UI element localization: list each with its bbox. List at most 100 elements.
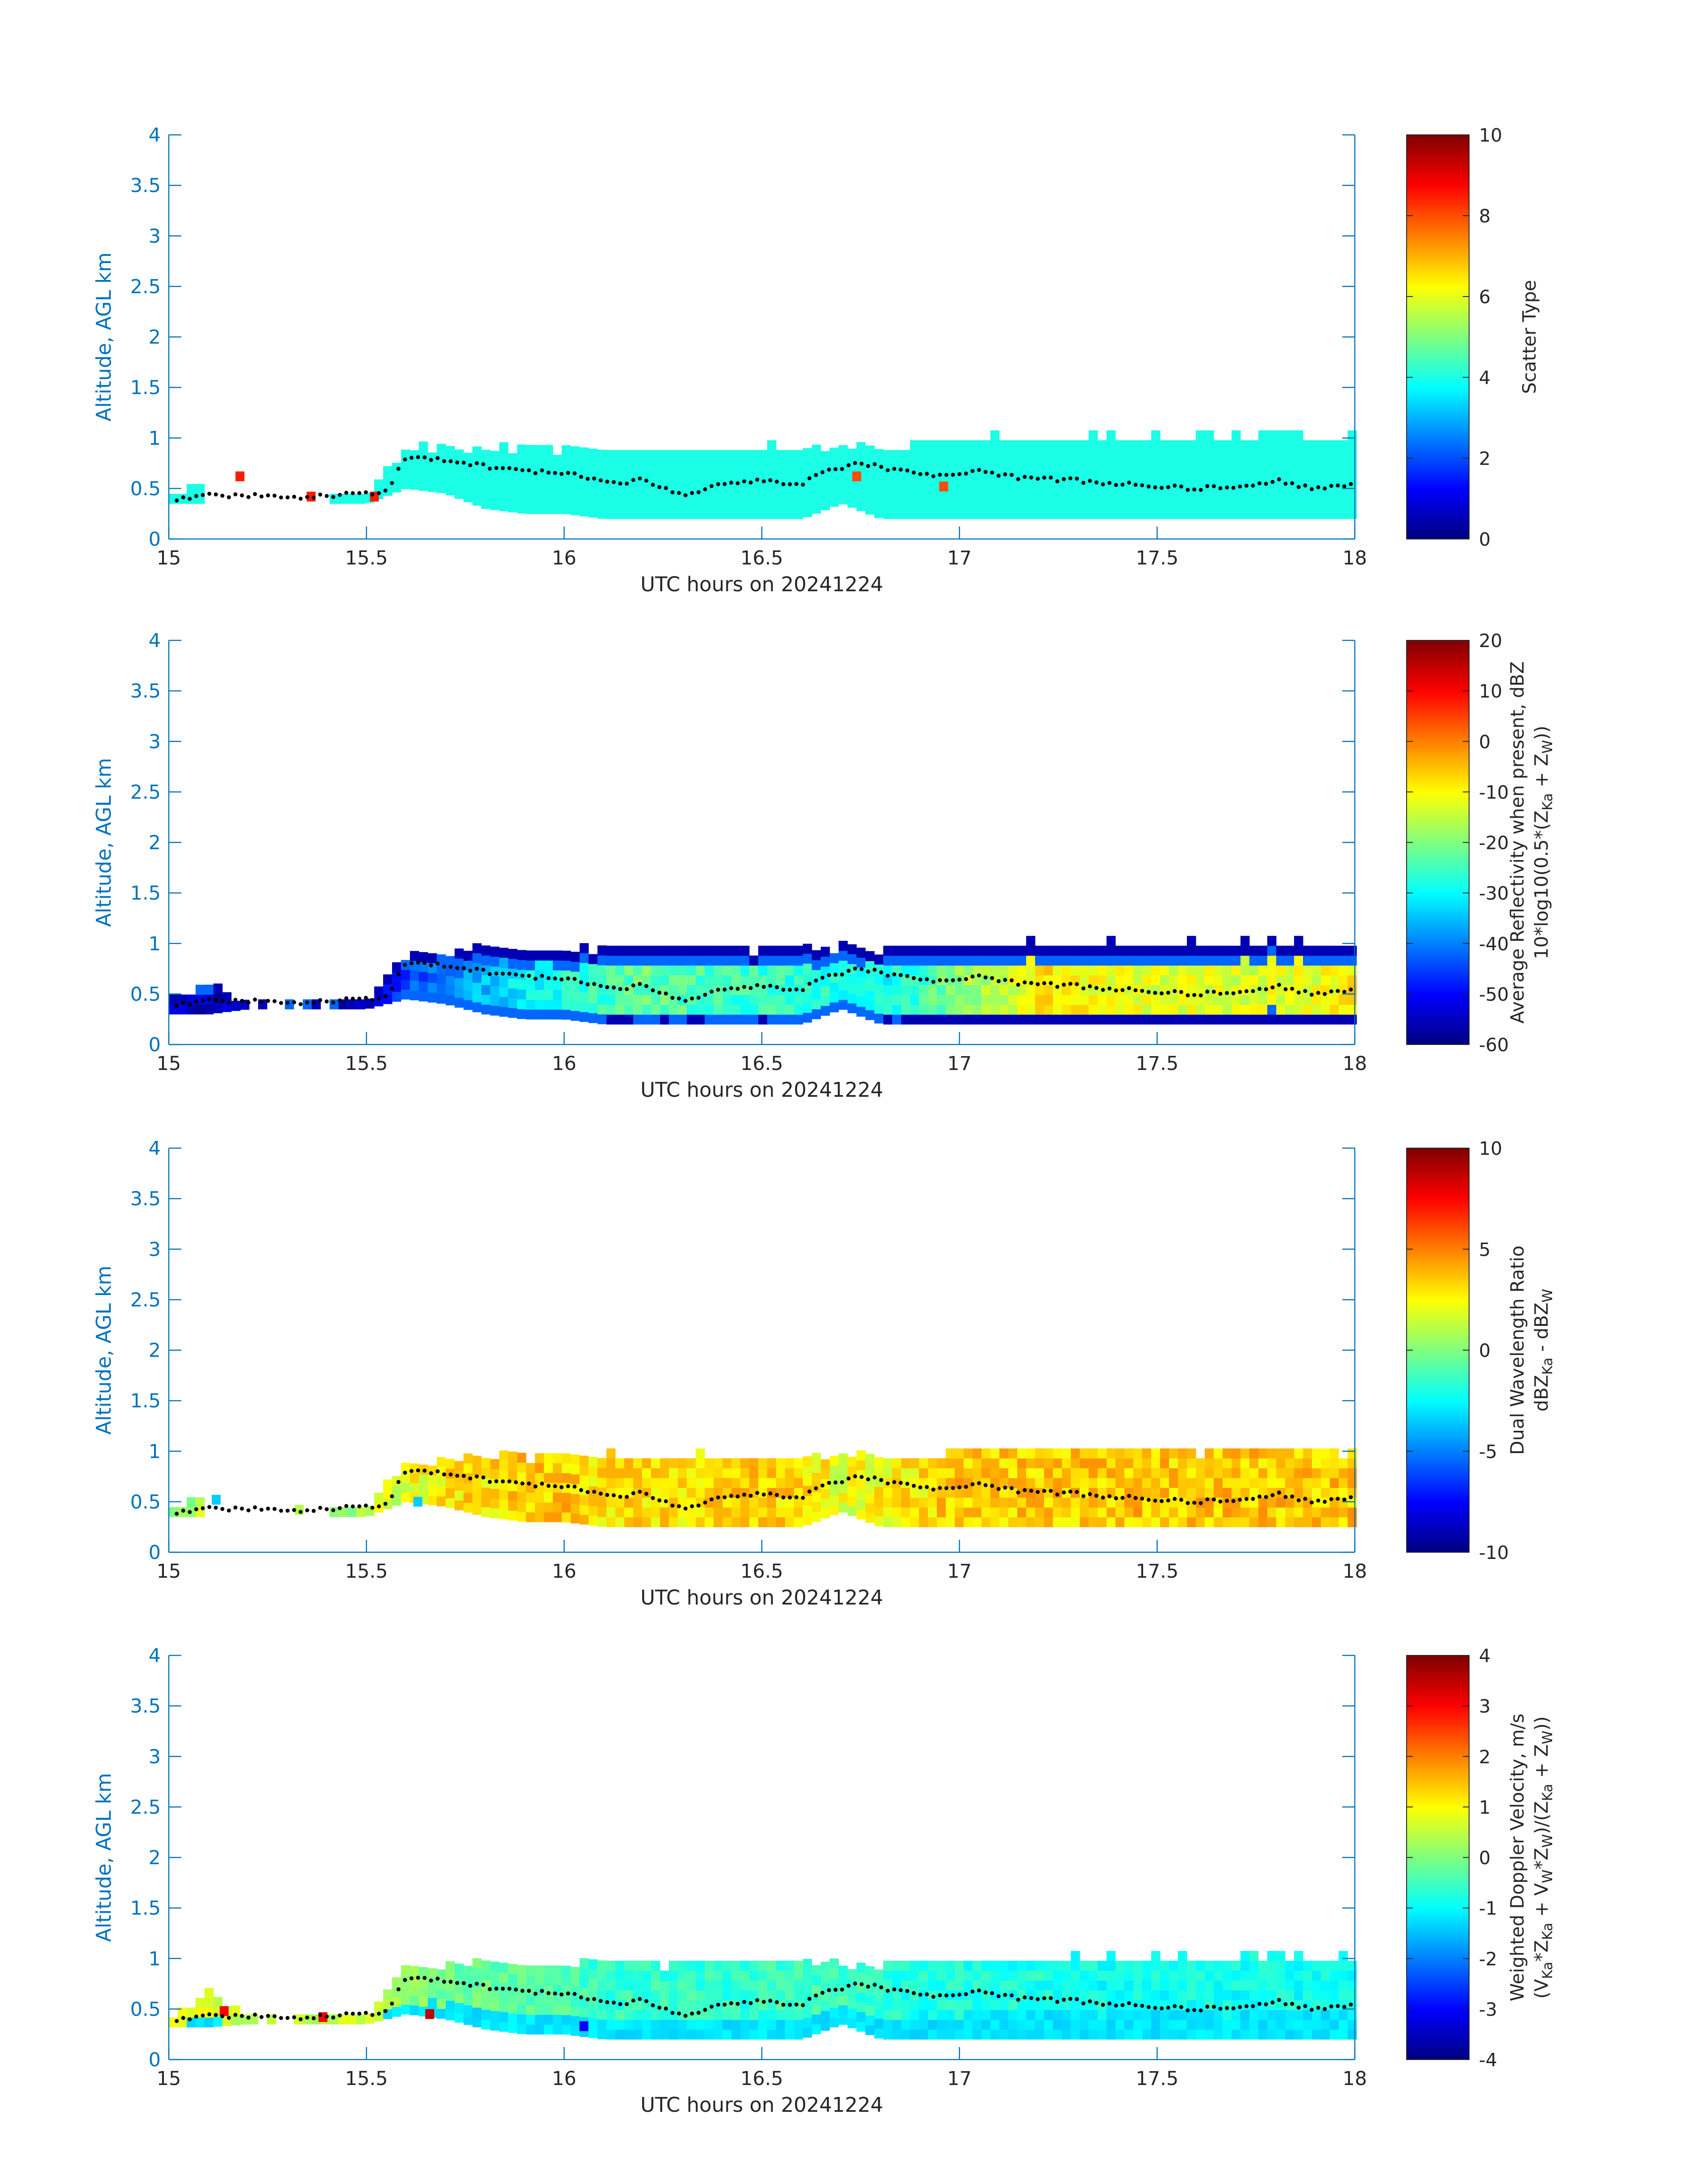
heatmap-cell (1276, 1951, 1286, 1961)
heatmap-cell (1258, 1458, 1268, 1468)
heatmap-cell (1249, 965, 1259, 976)
colorbar-segment (1407, 1350, 1469, 1353)
marker-point (644, 984, 648, 988)
heatmap-cell (1187, 2029, 1196, 2040)
heatmap-cell (856, 481, 866, 492)
heatmap-cell (1258, 430, 1268, 441)
heatmap-cell (455, 1983, 464, 1993)
heatmap-cell (1258, 1478, 1268, 1488)
heatmap-cell (705, 509, 714, 519)
heatmap-cell (776, 1960, 785, 1971)
heatmap-cell (1044, 2029, 1053, 2040)
heatmap-cell (1267, 1014, 1277, 1025)
heatmap-cell (1089, 965, 1098, 976)
heatmap-cell (1044, 1004, 1053, 1015)
heatmap-cell (1339, 1507, 1348, 1517)
heatmap-cell (856, 1450, 866, 1461)
heatmap-cell (633, 1497, 643, 1508)
heatmap-cell (1303, 489, 1312, 500)
heatmap-cell (1339, 1517, 1348, 1527)
marker-point (1107, 1494, 1112, 1498)
colorbar-segment (1407, 1257, 1469, 1260)
heatmap-cell (839, 1975, 848, 1986)
heatmap-cell (633, 1507, 643, 1517)
heatmap-cell (1160, 955, 1169, 966)
heatmap-cell (1330, 1458, 1339, 1468)
colorbar-segment (1407, 1898, 1469, 1901)
marker-point (827, 1481, 831, 1485)
heatmap-cell (1294, 499, 1303, 510)
colorbar-segment (1407, 305, 1469, 307)
colorbar-segment (1407, 1526, 1469, 1529)
heatmap-cell (1107, 509, 1116, 519)
heatmap-cell (785, 1458, 794, 1468)
marker-point (1107, 986, 1112, 990)
heatmap-cell (472, 1988, 482, 1998)
heatmap-cell (410, 1966, 419, 1976)
marker-point (1023, 1995, 1027, 2000)
heatmap-cell (964, 2019, 973, 2030)
heatmap-cell (562, 1492, 571, 1503)
heatmap-cell (678, 1980, 687, 1991)
colorbar-segment (1407, 1419, 1469, 1421)
heatmap-cell (928, 450, 937, 460)
heatmap-cell (642, 985, 651, 995)
heatmap-cell (785, 994, 794, 1005)
heatmap-cell (1035, 1448, 1044, 1458)
heatmap-cell (910, 450, 919, 460)
colorbar-segment (1407, 1908, 1469, 1910)
heatmap-cell (1133, 1468, 1143, 1478)
marker-point (272, 493, 277, 498)
heatmap-cell (955, 1960, 964, 1971)
colorbar-tick-label: 10 (1479, 681, 1502, 702)
marker-point (592, 982, 597, 986)
heatmap-cell (1285, 509, 1295, 519)
heatmap-cell (1321, 2000, 1330, 2010)
colorbar-segment (1407, 1199, 1469, 1201)
colorbar-segment (1407, 838, 1469, 841)
marker-point (1342, 2005, 1347, 2009)
heatmap-cell (865, 494, 875, 505)
heatmap-cell (964, 1014, 973, 1025)
colorbar-segment (1407, 677, 1469, 679)
heatmap-cell (1205, 1488, 1214, 1498)
heatmap-cell (1258, 1004, 1268, 1015)
heatmap-cell (1178, 1478, 1187, 1488)
colorbar-segment (1407, 2025, 1469, 2028)
heatmap-cell (785, 1517, 794, 1527)
heatmap-cell (1321, 1004, 1330, 1015)
heatmap-cell (1089, 1448, 1098, 1458)
heatmap-cell (1294, 1507, 1303, 1517)
heatmap-cell (874, 1003, 884, 1014)
heatmap-cell (1035, 1014, 1044, 1025)
colorbar-segment (1407, 1310, 1469, 1312)
heatmap-cell (1187, 1990, 1196, 2001)
heatmap-cell (1142, 1517, 1152, 1527)
colorbar-segment (1407, 478, 1469, 481)
heatmap-cell (839, 1463, 848, 1474)
marker-point (931, 1487, 935, 1492)
marker-point (1133, 2003, 1138, 2007)
colorbar-segment (1407, 800, 1469, 802)
x-tick-label: 16 (552, 2068, 576, 2090)
heatmap-cell (401, 979, 410, 990)
marker-point (175, 2019, 179, 2023)
marker-point (527, 1989, 531, 1993)
marker-point (807, 1489, 812, 1494)
heatmap-cell (803, 468, 812, 478)
heatmap-cell (758, 450, 768, 460)
marker-point (1127, 986, 1131, 990)
heatmap-cell (910, 2029, 919, 2040)
heatmap-cell (606, 1478, 616, 1488)
colorbar-segment (1407, 1956, 1469, 1959)
marker-point (1211, 484, 1216, 489)
marker-point (781, 987, 785, 992)
heatmap-cell (1187, 460, 1196, 470)
heatmap-cell (1169, 2019, 1178, 2030)
heatmap-cell (499, 977, 509, 987)
heatmap-cell (1089, 945, 1098, 956)
marker-point (748, 480, 753, 485)
heatmap-cell (455, 469, 464, 479)
x-tick-label: 15.5 (345, 547, 388, 569)
heatmap-cell (865, 445, 875, 456)
